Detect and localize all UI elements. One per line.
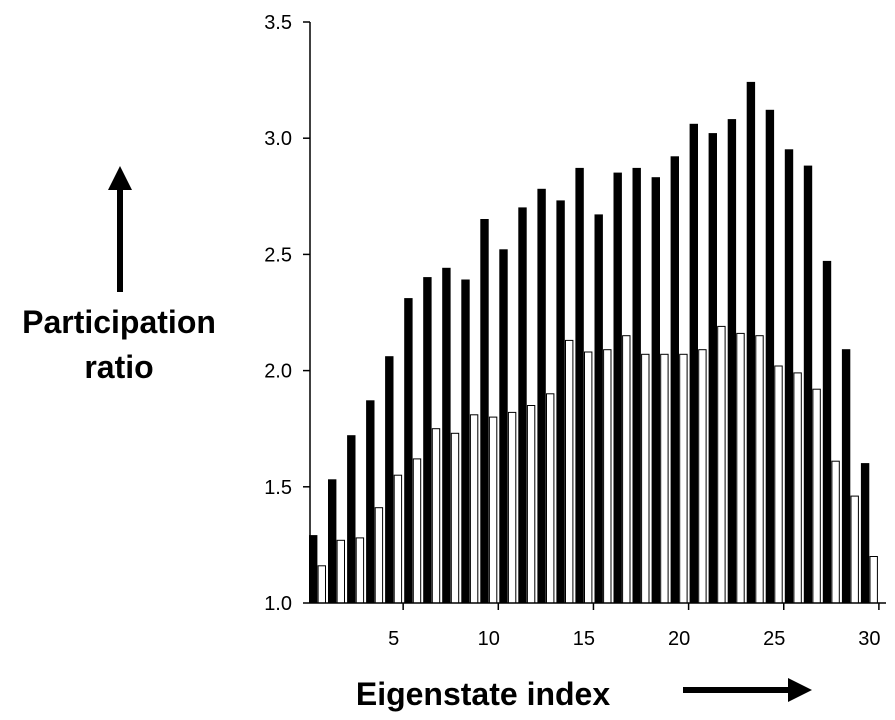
bar [622, 335, 631, 604]
y-axis-title-line2: ratio [84, 349, 153, 385]
bar [412, 458, 422, 604]
plot-area: 1.0 1.5 2.0 2.5 3.0 3.5 5 10 15 20 25 30 [264, 12, 886, 650]
bar [660, 353, 669, 604]
bar [670, 156, 679, 604]
bar [869, 556, 878, 604]
y-tick-label: 3.5 [264, 12, 292, 34]
bar [746, 81, 756, 604]
bar [803, 165, 813, 604]
bar [488, 416, 498, 604]
bar [651, 177, 660, 604]
bar [355, 537, 365, 604]
x-tick-label: 10 [478, 628, 500, 650]
bar [632, 167, 641, 604]
x-tick-label: 25 [763, 628, 785, 650]
bar [317, 565, 327, 604]
y-tick-label: 2.0 [264, 361, 292, 383]
x-tick-label: 20 [668, 628, 690, 650]
bar [565, 339, 574, 604]
bar [765, 109, 775, 604]
bar [556, 200, 565, 604]
bar [537, 188, 546, 604]
bar [793, 372, 802, 604]
bar [575, 167, 584, 604]
x-tick-label: 15 [573, 628, 595, 650]
bar [546, 393, 555, 604]
bar [469, 414, 479, 604]
bar [518, 207, 527, 604]
bar [784, 149, 794, 604]
bar [831, 460, 840, 604]
bar [755, 335, 764, 604]
bar [736, 332, 745, 604]
bar [860, 463, 870, 604]
bar [366, 400, 375, 604]
bar [336, 539, 346, 604]
bar [822, 260, 832, 604]
bar [328, 479, 337, 604]
bar [641, 353, 650, 604]
y-tick-label: 1.5 [264, 477, 292, 499]
bar [526, 405, 536, 604]
bar [507, 411, 517, 604]
bar [374, 507, 384, 604]
bar [850, 495, 859, 604]
bar [708, 133, 717, 604]
x-axis-title: Eigenstate index [356, 676, 611, 712]
y-axis-title-line1: Participation [22, 304, 216, 340]
bar [442, 267, 451, 604]
bar [812, 388, 821, 604]
bar [499, 249, 508, 604]
bar [347, 435, 356, 604]
bar [385, 356, 394, 604]
bar [698, 349, 707, 604]
y-tick-label: 1.0 [264, 593, 292, 615]
bar [404, 298, 413, 604]
x-tick-label: 5 [388, 628, 399, 650]
bar [450, 432, 460, 604]
bar [613, 172, 622, 604]
bar [727, 119, 737, 604]
bar [717, 325, 726, 604]
bar [679, 353, 688, 604]
x-tick-label: 30 [858, 628, 880, 650]
bar [841, 349, 851, 604]
bar [461, 279, 470, 604]
bar [594, 214, 603, 604]
bar [584, 351, 593, 604]
y-tick-label: 2.5 [264, 244, 292, 266]
bar [431, 428, 441, 604]
y-tick-label: 3.0 [264, 128, 292, 150]
bar [480, 219, 489, 604]
bar [423, 277, 432, 604]
bar [393, 474, 403, 604]
bar [774, 365, 783, 604]
bar [603, 349, 612, 604]
bar [689, 123, 698, 604]
